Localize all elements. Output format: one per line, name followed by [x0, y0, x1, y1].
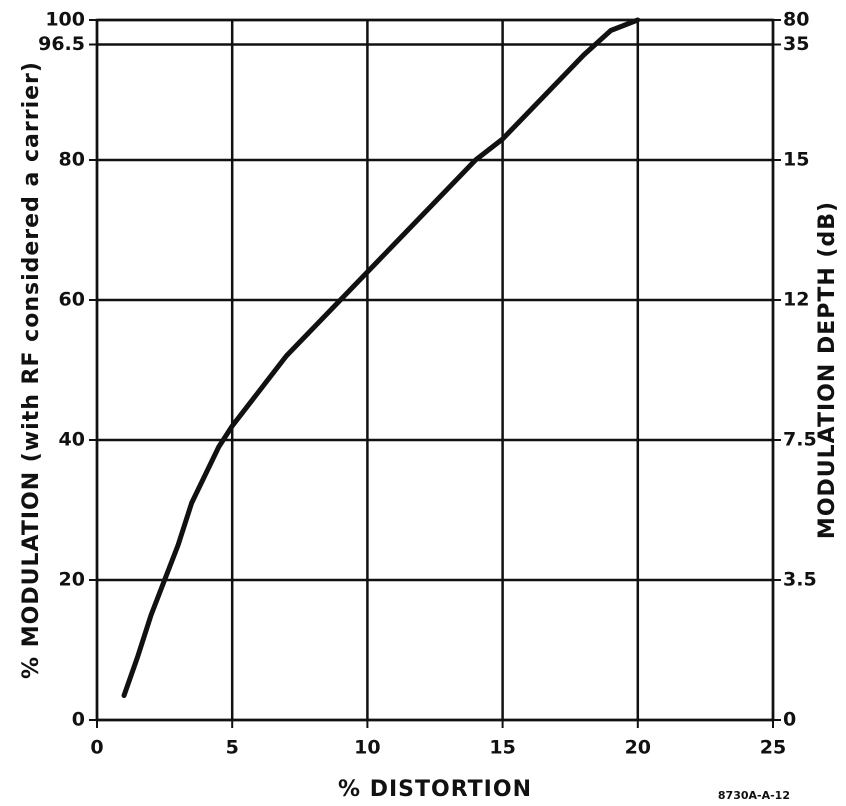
- y2-axis-title: MODULATION DEPTH (dB): [815, 201, 840, 539]
- y2-tick-label: 12: [783, 289, 809, 311]
- data-line: [121, 17, 641, 698]
- y-axis-title: % MODULATION (with RF considered a carri…: [19, 61, 44, 679]
- x-tick-label: 5: [226, 737, 239, 759]
- y2-tick-label: 0: [783, 709, 796, 731]
- y2-tick-label: 15: [783, 149, 809, 171]
- figure-code: 8730A-A-12: [718, 789, 790, 802]
- y2-tick-label: 80: [783, 9, 809, 31]
- x-tick-label: 10: [354, 737, 380, 759]
- y-tick-label: 40: [59, 429, 85, 451]
- plot-frame: [95, 18, 775, 722]
- x-tick-label: 0: [90, 737, 103, 759]
- y2-tick-label: 3.5: [783, 569, 817, 591]
- y2-tick-label: 35: [783, 33, 809, 55]
- y2-tick-label: 7.5: [783, 429, 817, 451]
- x-tick-label: 15: [489, 737, 515, 759]
- y-tick-label: 80: [59, 149, 85, 171]
- y-tick-label: 60: [59, 289, 85, 311]
- y-tick-label: 100: [45, 9, 85, 31]
- x-tick-label: 20: [625, 737, 651, 759]
- y-tick-label: 20: [59, 569, 85, 591]
- x-axis-title: % DISTORTION: [338, 777, 532, 802]
- y-tick-label: 96.5: [38, 33, 85, 55]
- y-tick-label: 0: [72, 709, 85, 731]
- x-tick-label: 25: [760, 737, 786, 759]
